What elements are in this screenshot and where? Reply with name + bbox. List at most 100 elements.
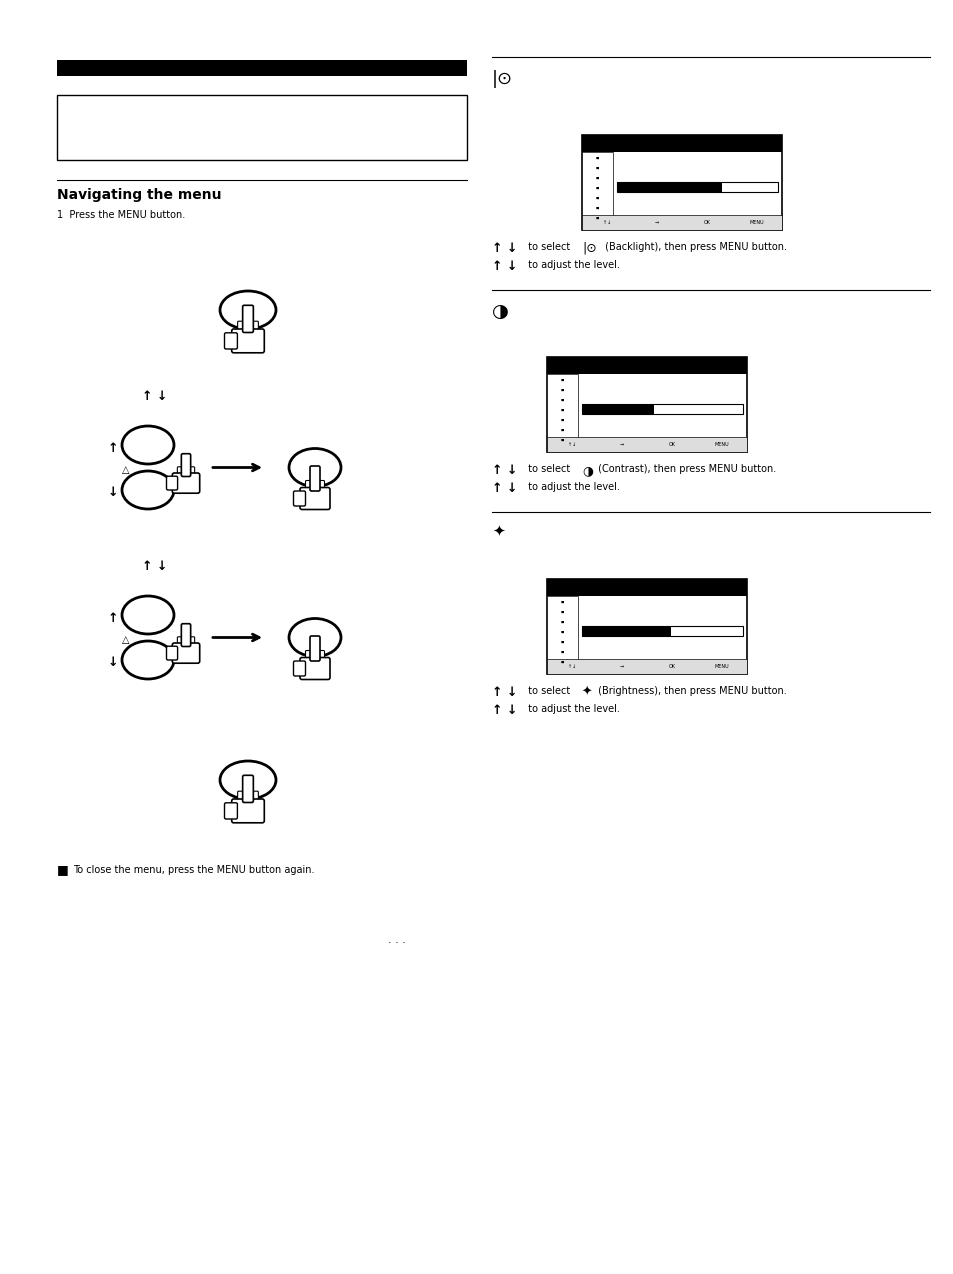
Text: ↑ ↓: ↑ ↓ — [492, 242, 517, 255]
FancyBboxPatch shape — [299, 657, 330, 679]
Bar — [617, 182, 720, 192]
Bar — [581, 627, 584, 636]
Bar — [605, 627, 608, 636]
Text: ■: ■ — [560, 631, 563, 634]
Bar — [664, 182, 667, 192]
Text: ↑ ↓: ↑ ↓ — [492, 260, 517, 273]
Bar — [591, 404, 594, 414]
Text: ■: ■ — [560, 418, 563, 422]
FancyBboxPatch shape — [299, 488, 330, 510]
Bar — [649, 404, 652, 414]
Text: ■: ■ — [57, 864, 69, 877]
Bar — [610, 627, 613, 636]
Text: OK: OK — [702, 220, 710, 225]
FancyBboxPatch shape — [317, 480, 324, 493]
Text: OK: OK — [668, 442, 675, 447]
Bar — [546, 596, 578, 674]
Text: (Backlight), then press MENU button.: (Backlight), then press MENU button. — [601, 242, 786, 252]
FancyBboxPatch shape — [312, 651, 318, 662]
Text: to select: to select — [521, 242, 570, 252]
Bar — [707, 182, 710, 192]
Bar — [546, 659, 746, 674]
Text: △: △ — [122, 634, 130, 645]
Bar — [546, 437, 746, 452]
FancyBboxPatch shape — [294, 490, 305, 506]
Text: ↑ ↓: ↑ ↓ — [142, 390, 168, 403]
Text: to adjust the level.: to adjust the level. — [521, 705, 619, 713]
Bar — [679, 182, 681, 192]
Bar — [619, 627, 622, 636]
Text: ✦: ✦ — [581, 685, 592, 699]
Bar — [581, 627, 670, 636]
Text: ■: ■ — [596, 166, 598, 171]
Bar — [631, 182, 634, 192]
Text: ↑↓: ↑↓ — [567, 664, 576, 669]
FancyBboxPatch shape — [224, 333, 237, 349]
Bar — [581, 404, 584, 414]
Bar — [636, 182, 639, 192]
Bar — [605, 404, 608, 414]
Text: . . .: . . . — [388, 935, 406, 945]
Text: MENU: MENU — [749, 220, 763, 225]
Bar — [643, 404, 647, 414]
FancyBboxPatch shape — [312, 480, 318, 493]
Bar — [655, 182, 658, 192]
Text: ■: ■ — [560, 600, 563, 604]
FancyBboxPatch shape — [172, 643, 199, 664]
Text: ↑: ↑ — [108, 442, 118, 455]
Bar — [581, 152, 613, 231]
Bar — [659, 627, 661, 636]
Bar — [663, 627, 666, 636]
Bar — [712, 182, 716, 192]
Bar — [546, 357, 746, 375]
FancyBboxPatch shape — [244, 791, 252, 804]
Text: (Contrast), then press MENU button.: (Contrast), then press MENU button. — [595, 464, 776, 474]
Bar — [619, 404, 622, 414]
Text: ■: ■ — [596, 176, 598, 180]
Text: ◑: ◑ — [492, 302, 509, 321]
Bar — [717, 182, 720, 192]
Text: MENU: MENU — [714, 442, 728, 447]
Text: To close the menu, press the MENU button again.: To close the menu, press the MENU button… — [73, 865, 314, 875]
FancyBboxPatch shape — [317, 651, 324, 662]
Text: ■: ■ — [560, 640, 563, 645]
Bar — [669, 182, 672, 192]
Bar — [683, 182, 686, 192]
Text: ↑↓: ↑↓ — [602, 220, 611, 225]
FancyBboxPatch shape — [181, 454, 191, 476]
FancyBboxPatch shape — [224, 803, 237, 819]
Text: ■: ■ — [596, 206, 598, 210]
Bar — [617, 182, 619, 192]
Text: ■: ■ — [560, 650, 563, 654]
FancyBboxPatch shape — [310, 636, 319, 661]
Text: ■: ■ — [560, 397, 563, 403]
Text: (Brightness), then press MENU button.: (Brightness), then press MENU button. — [595, 685, 786, 696]
Text: MENU: MENU — [714, 664, 728, 669]
Text: ■: ■ — [560, 610, 563, 614]
Bar — [581, 404, 742, 414]
Text: to adjust the level.: to adjust the level. — [521, 260, 619, 270]
Text: ↑ ↓: ↑ ↓ — [492, 482, 517, 496]
Bar — [659, 182, 662, 192]
Text: to adjust the level.: to adjust the level. — [521, 482, 619, 492]
Bar — [581, 135, 781, 152]
Bar — [640, 182, 643, 192]
FancyBboxPatch shape — [310, 466, 319, 490]
Text: ■: ■ — [560, 428, 563, 432]
Bar — [654, 627, 657, 636]
Bar — [596, 627, 598, 636]
FancyBboxPatch shape — [251, 791, 258, 804]
FancyBboxPatch shape — [251, 321, 258, 334]
Bar — [674, 182, 677, 192]
Text: →: → — [655, 220, 659, 225]
Text: Navigating the menu: Navigating the menu — [57, 189, 221, 203]
Bar — [688, 182, 691, 192]
Text: whether the analog or digital input is used.: whether the analog or digital input is u… — [67, 120, 278, 130]
Bar — [693, 182, 696, 192]
FancyBboxPatch shape — [242, 776, 253, 803]
Bar — [624, 627, 627, 636]
Bar — [634, 627, 638, 636]
Bar — [617, 182, 778, 192]
Bar — [546, 357, 746, 452]
Text: →: → — [619, 442, 623, 447]
